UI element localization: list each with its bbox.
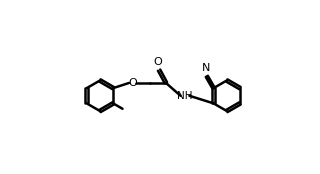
Text: O: O <box>128 78 137 88</box>
Text: O: O <box>153 57 162 67</box>
Text: N: N <box>201 63 210 73</box>
Text: NH: NH <box>177 91 193 101</box>
